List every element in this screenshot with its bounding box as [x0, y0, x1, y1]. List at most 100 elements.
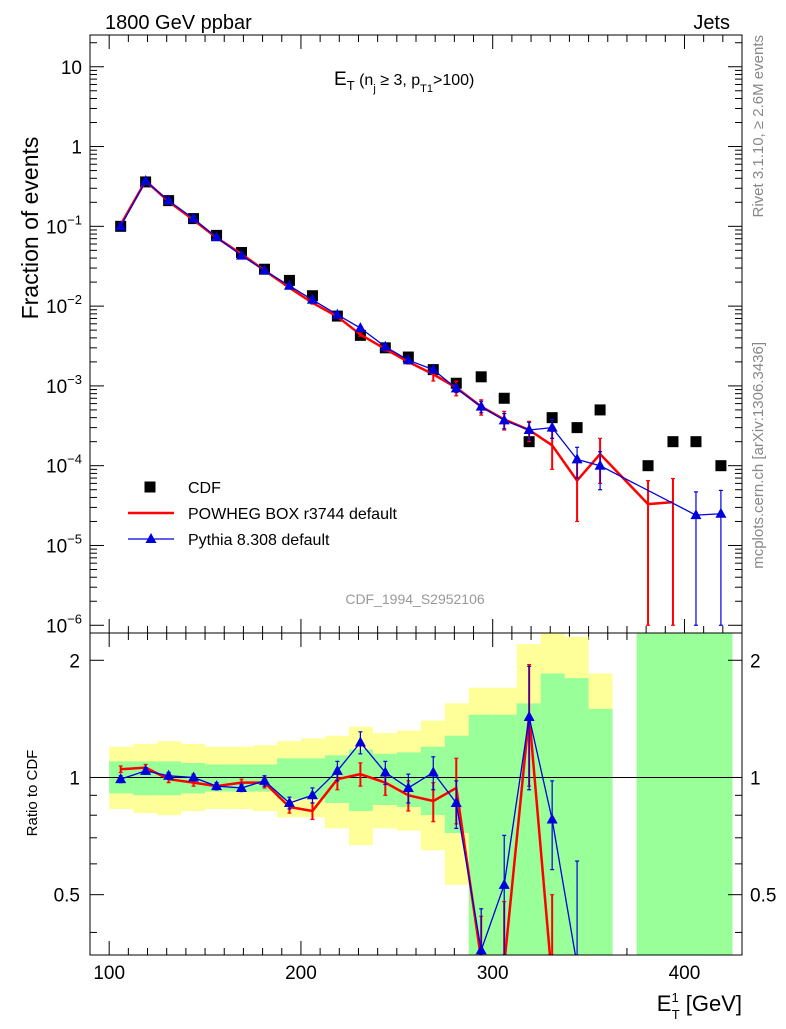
band-inner-bin — [468, 714, 493, 955]
tick-base: 10 — [46, 217, 67, 238]
band-inner-bin — [684, 633, 709, 955]
cdf-point — [690, 436, 702, 448]
pythia-point — [354, 322, 366, 333]
pythia-ratio-point — [259, 774, 271, 785]
upper-y-tick-label: 10−2 — [46, 292, 82, 318]
upper-y-tick-label: 10−5 — [46, 531, 82, 557]
upper-y-tick-label: 10−6 — [46, 611, 82, 637]
pythia-point — [450, 382, 462, 393]
pythia-ratio-point — [379, 766, 391, 777]
plot-title-pt-sub: T1 — [420, 83, 433, 95]
pythia-ratio-point — [402, 781, 414, 792]
tick-base: 10 — [46, 616, 67, 637]
pythia-point — [163, 194, 175, 205]
cdf-point — [594, 404, 606, 416]
cdf-point — [475, 371, 487, 383]
pythia-point — [475, 400, 487, 411]
cdf-point — [642, 460, 654, 472]
upper-y-tick-label: 10−1 — [46, 212, 82, 238]
pythia-ratio-point — [163, 769, 175, 780]
legend-label-powheg: POWHEG BOX r3744 default — [188, 506, 398, 523]
pythia-ratio-point — [498, 878, 510, 889]
plot-title-main-sub: T — [347, 78, 355, 93]
pythia-point — [115, 220, 127, 231]
pythia-ratio-point — [211, 780, 223, 791]
cdf-point — [498, 392, 510, 404]
pythia-point — [594, 459, 606, 470]
upper-y-tick-label: 10−3 — [46, 372, 82, 398]
upper-series-group — [115, 174, 727, 626]
pythia-ratio-point — [115, 773, 127, 784]
x-tick-label: 400 — [669, 963, 701, 984]
pythia-point — [211, 231, 223, 242]
plot-title-main: E — [334, 69, 347, 90]
pythia-ratio-point — [475, 944, 487, 955]
legend-pythia-marker — [145, 533, 157, 543]
pythia-point — [188, 212, 200, 223]
header-right: Jets — [693, 12, 730, 34]
plot-title-ge: ≥ 3, p — [376, 72, 420, 89]
upper-y-tick-label: 10 — [61, 58, 82, 79]
upper-y-tick-label: 1 — [71, 138, 82, 159]
lower-y-tick-label-left: 1 — [69, 768, 80, 789]
tick-base: 10 — [46, 297, 67, 318]
cdf-point — [571, 422, 583, 434]
upper-ylabel: Fraction of events — [17, 137, 43, 320]
tick-exponent: −2 — [67, 292, 82, 307]
legend: CDF POWHEG BOX r3744 default Pythia 8.308 … — [128, 480, 398, 549]
pythia-point — [498, 414, 510, 425]
pythia-line — [120, 180, 721, 516]
x-axis-label-sub: T — [672, 1007, 680, 1022]
header-left: 1800 GeV ppbar — [105, 12, 252, 34]
tick-base: 10 — [46, 457, 67, 478]
pythia-point — [690, 509, 702, 520]
tick-base: 10 — [61, 58, 82, 79]
plot-title-paren: (n — [355, 72, 374, 89]
lower-frame — [89, 632, 743, 956]
lower-series-group — [115, 663, 580, 955]
lower-y-tick-label-right: 0.5 — [750, 886, 776, 907]
plot-title-nj-sub: j — [372, 83, 375, 95]
side-rivet-label: Rivet 3.1.10, ≥ 2.6M events — [750, 35, 767, 218]
pythia-ratio-point — [331, 764, 343, 775]
tick-base: 10 — [46, 377, 67, 398]
pythia-point — [331, 308, 343, 319]
side-mcplots-label: mcplots.cern.ch [arXiv:1306.3436] — [750, 342, 767, 569]
pythia-point — [546, 421, 558, 432]
band-inner-bin — [276, 758, 301, 800]
band-inner-bin — [636, 633, 661, 955]
band-inner-bin — [588, 708, 613, 955]
lower-y-tick-label-left: 2 — [69, 651, 80, 672]
band-inner-bin — [660, 633, 685, 955]
x-tick-label: 300 — [477, 963, 509, 984]
pythia-ratio-point — [427, 766, 439, 777]
legend-cdf-marker — [144, 481, 156, 493]
pythia-point — [715, 507, 727, 518]
pythia-ratio-point — [306, 789, 318, 800]
analysis-watermark: CDF_1994_S2952106 — [345, 591, 485, 607]
pythia-ratio-point — [450, 796, 462, 807]
pythia-ratio-point — [140, 764, 152, 775]
pythia-point — [571, 453, 583, 464]
tick-base: 1 — [71, 138, 82, 159]
tick-exponent: −1 — [67, 212, 82, 227]
pythia-ratio-point — [523, 710, 535, 721]
tick-exponent: −6 — [67, 611, 82, 626]
x-axis-label-main: E — [657, 991, 672, 1016]
plot-title-cut: >100) — [433, 72, 474, 89]
pythia-point — [427, 363, 439, 374]
pythia-point — [379, 340, 391, 351]
x-axis-label: E1 T [GeV] — [657, 990, 742, 1022]
tick-exponent: −4 — [67, 452, 82, 467]
pythia-point — [283, 279, 295, 290]
cdf-point — [715, 460, 727, 472]
band-inner-bin — [564, 678, 589, 955]
pythia-point — [306, 293, 318, 304]
lower-y-tick-label-right: 1 — [750, 768, 761, 789]
tick-exponent: −5 — [67, 531, 82, 546]
pythia-point — [402, 354, 414, 365]
pythia-point — [523, 424, 535, 435]
x-axis-label-sup: 1 — [671, 990, 678, 1005]
cdf-point — [546, 412, 558, 424]
